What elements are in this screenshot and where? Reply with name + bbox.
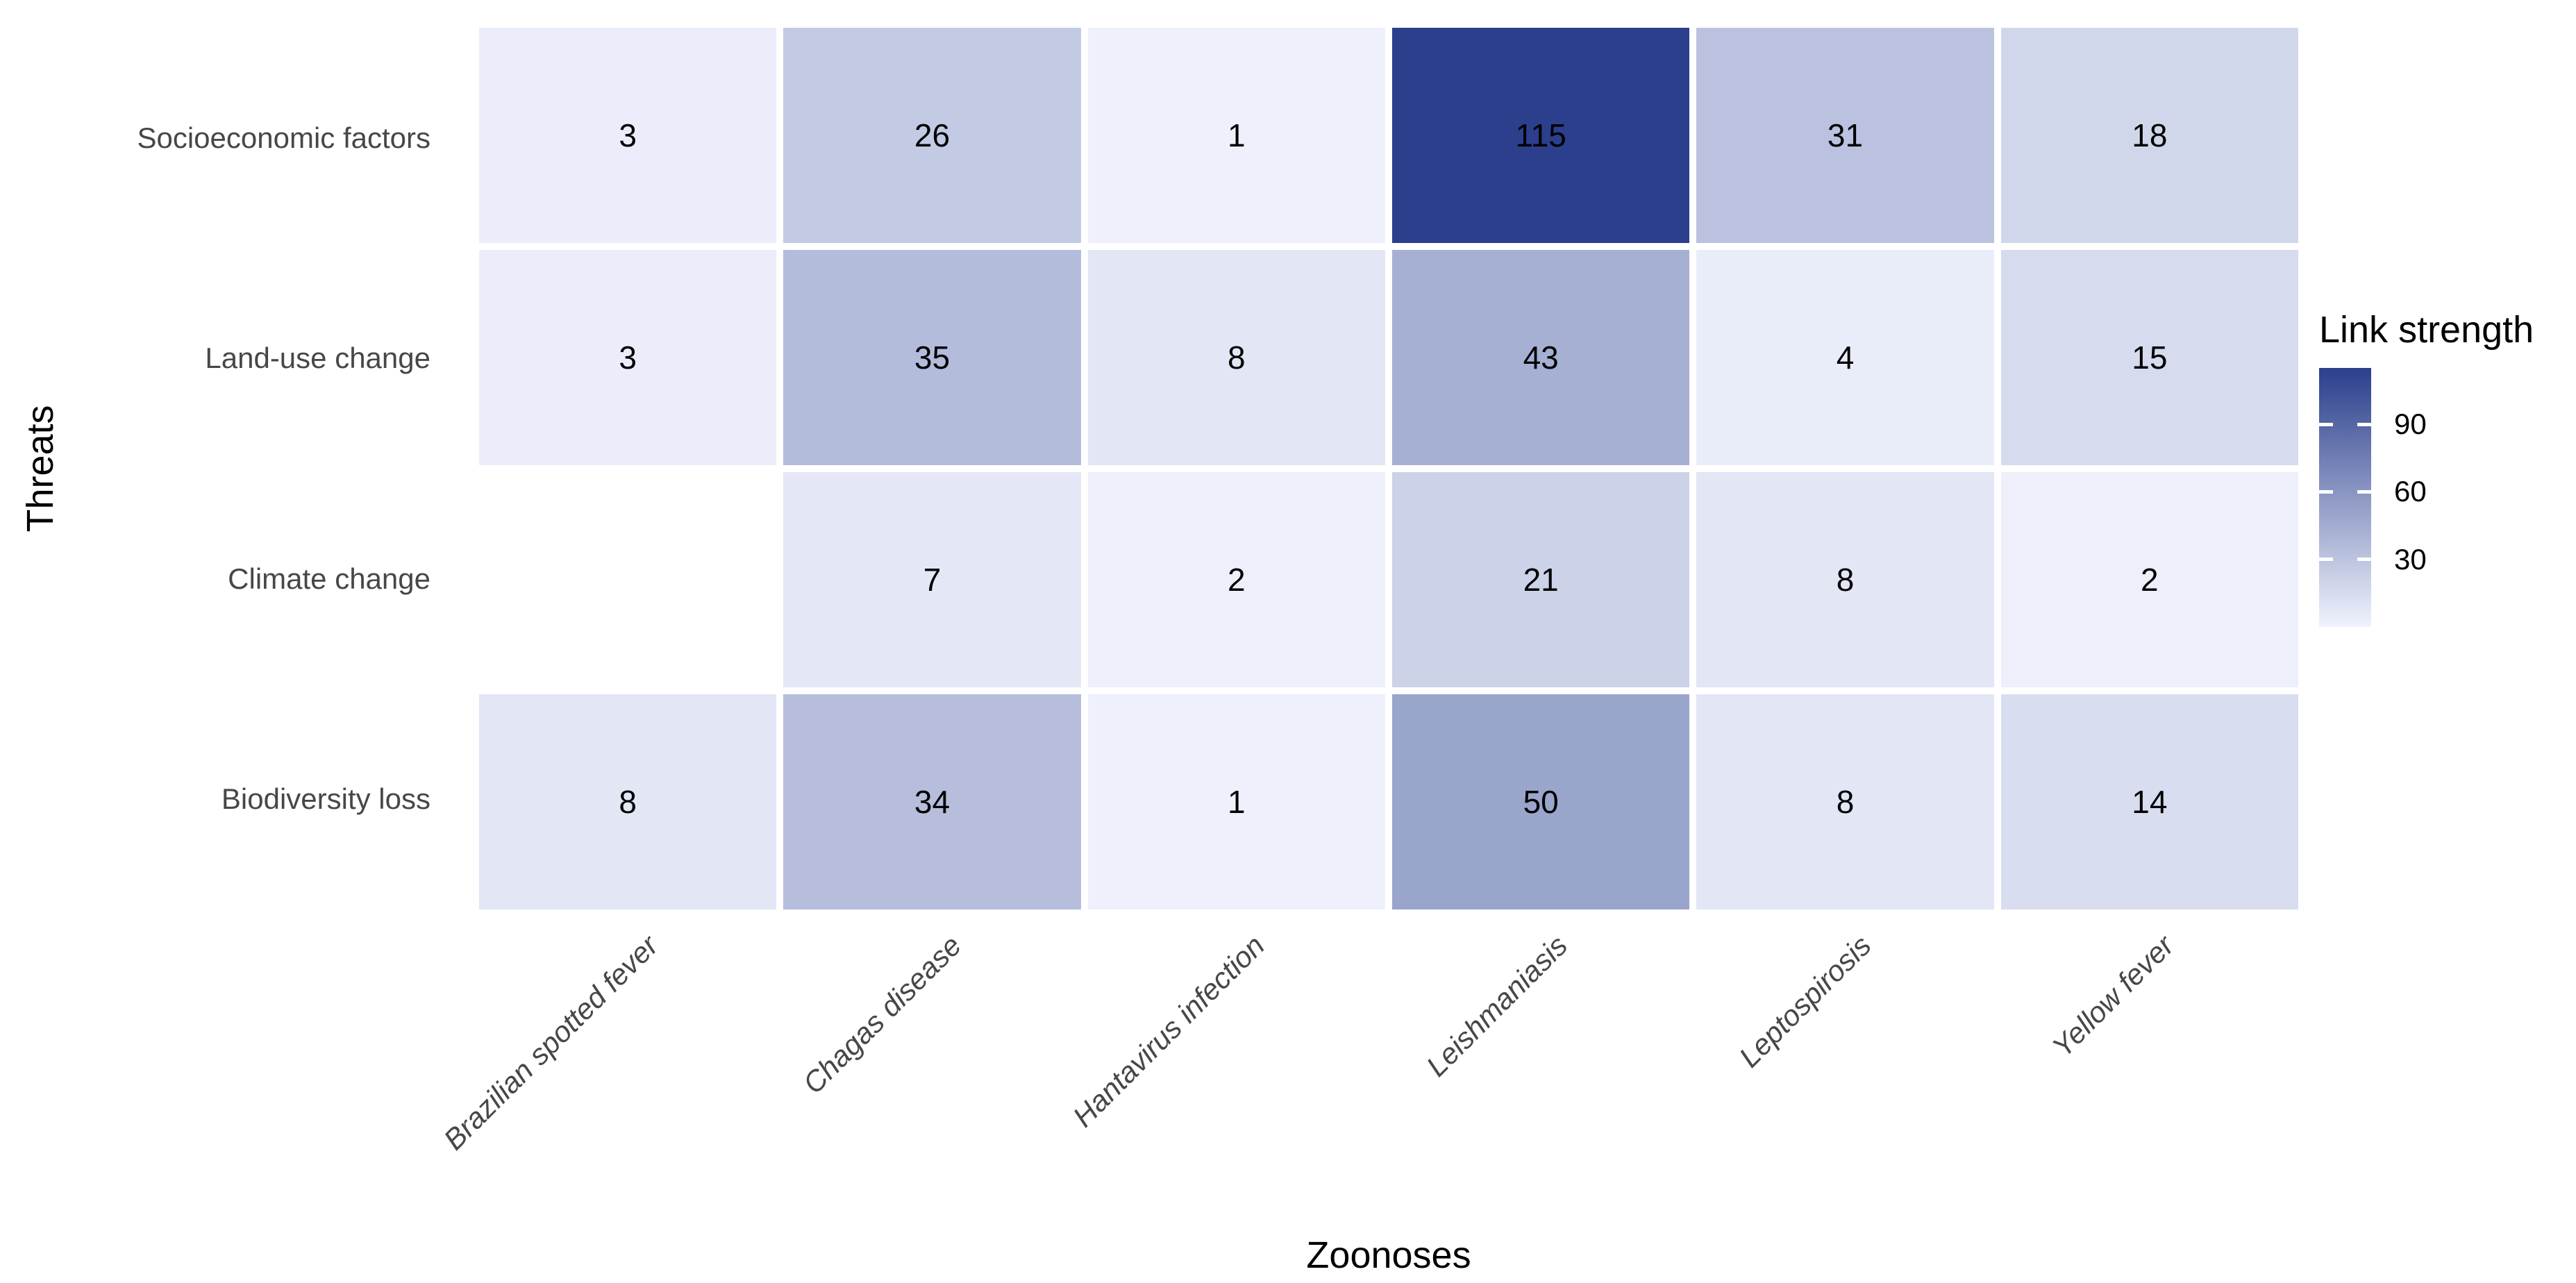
- y-axis-title: Threats: [19, 405, 61, 533]
- legend-title: Link strength: [2319, 309, 2534, 351]
- cell-value: 34: [914, 784, 951, 820]
- heatmap-cell: 8: [1087, 250, 1385, 465]
- cell-value: 1: [1228, 784, 1246, 820]
- heatmap-cell: 35: [783, 250, 1081, 465]
- heatmap-cell: 3: [479, 28, 777, 243]
- legend-colorbar: [2319, 368, 2371, 627]
- heatmap-cell: 26: [783, 28, 1081, 243]
- x-tick-label: Leishmaniasis: [1420, 929, 1574, 1083]
- y-tick-label: Climate change: [228, 562, 430, 595]
- heatmap-cell: 2: [2000, 472, 2298, 687]
- cell-value: 8: [1228, 339, 1246, 376]
- heatmap-cell: 21: [1392, 472, 1690, 687]
- heatmap-cell: 8: [1696, 694, 1994, 909]
- legend-tick-mark: [2357, 557, 2371, 562]
- x-tick-label: Chagas disease: [796, 929, 968, 1100]
- heatmap-cell: 43: [1392, 250, 1690, 465]
- heatmap-cell: 31: [1696, 28, 1994, 243]
- legend-tick-label: 90: [2394, 408, 2427, 441]
- heatmap-cell: 3: [479, 250, 777, 465]
- cell-value: 21: [1523, 562, 1559, 598]
- heatmap-grid: 3 26 1 115 31 18 3 35 8 43 4 15 7 2 21 8 2 8 34 1 50 8 14: [479, 28, 2298, 909]
- legend-tick-mark: [2357, 489, 2371, 494]
- cell-value: 8: [1836, 562, 1855, 598]
- cell-value: 7: [923, 562, 942, 598]
- cell-value: 50: [1523, 784, 1559, 820]
- x-tick-label: Yellow fever: [2046, 929, 2180, 1064]
- heatmap-cell: 34: [783, 694, 1081, 909]
- heatmap-cell: 115: [1392, 28, 1690, 243]
- cell-value: 2: [1228, 562, 1246, 598]
- y-tick-label: Land-use change: [205, 342, 430, 375]
- heatmap-cell: 50: [1392, 694, 1690, 909]
- cell-value: 18: [2132, 117, 2168, 153]
- legend-tick-mark: [2319, 489, 2333, 494]
- legend-tick-mark: [2319, 422, 2333, 426]
- cell-value: 8: [619, 784, 637, 820]
- x-tick-label: Leptospirosis: [1732, 929, 1877, 1074]
- x-tick-label: Brazilian spotted fever: [437, 929, 664, 1157]
- cell-value: 3: [619, 339, 637, 376]
- heatmap-cell: 18: [2000, 28, 2298, 243]
- cell-value: 43: [1523, 339, 1559, 376]
- legend-tick-label: 60: [2394, 475, 2427, 508]
- heatmap-cell: 1: [1087, 694, 1385, 909]
- cell-value: 15: [2132, 339, 2168, 376]
- cell-value: 26: [914, 117, 951, 153]
- cell-value: 35: [914, 339, 951, 376]
- cell-value: 8: [1836, 784, 1855, 820]
- cell-value: 4: [1836, 339, 1855, 376]
- cell-value: 31: [1827, 117, 1864, 153]
- cell-value: 2: [2141, 562, 2159, 598]
- heatmap-cell: 2: [1087, 472, 1385, 687]
- heatmap-cell-empty: [479, 472, 777, 687]
- legend-tick-mark: [2319, 557, 2333, 562]
- cell-value: 115: [1515, 117, 1566, 153]
- y-tick-label: Socioeconomic factors: [137, 121, 430, 154]
- heatmap-cell: 14: [2000, 694, 2298, 909]
- legend-tick-mark: [2357, 422, 2371, 426]
- y-tick-label: Biodiversity loss: [221, 782, 430, 816]
- cell-value: 14: [2132, 784, 2168, 820]
- heatmap-cell: 1: [1087, 28, 1385, 243]
- x-axis-title: Zoonoses: [1306, 1234, 1471, 1276]
- legend-tick-label: 30: [2394, 542, 2427, 576]
- heatmap-cell: 15: [2000, 250, 2298, 465]
- x-tick-label: Hantavirus infection: [1066, 929, 1271, 1134]
- heatmap-cell: 7: [783, 472, 1081, 687]
- cell-value: 1: [1228, 117, 1246, 153]
- heatmap-cell: 8: [1696, 472, 1994, 687]
- cell-value: 3: [619, 117, 637, 153]
- heatmap-cell: 8: [479, 694, 777, 909]
- heatmap-cell: 4: [1696, 250, 1994, 465]
